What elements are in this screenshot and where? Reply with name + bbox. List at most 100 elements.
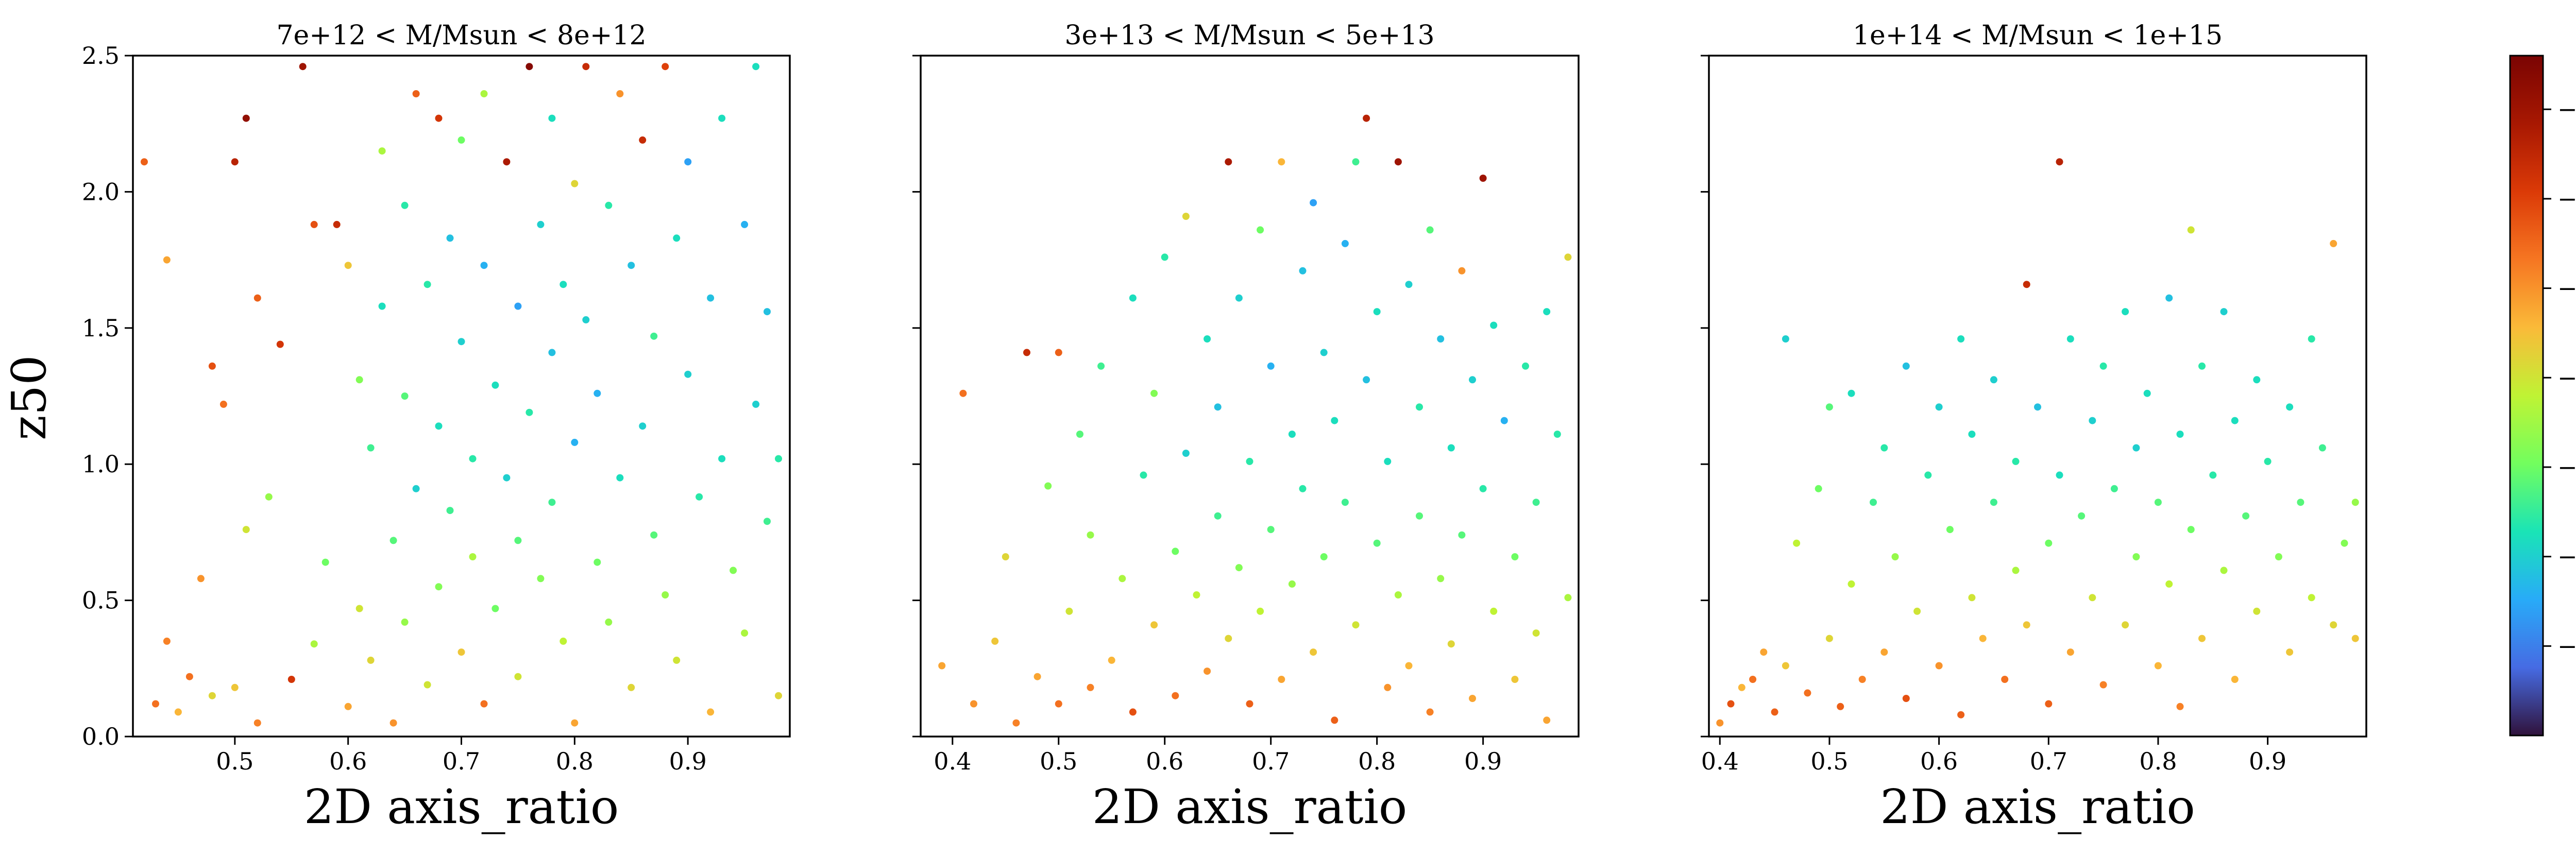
- data-point: [2165, 580, 2173, 588]
- x-tick-label: 0.7: [443, 747, 480, 775]
- data-point: [1522, 362, 1529, 370]
- data-point: [2231, 676, 2239, 683]
- data-point: [1479, 175, 1487, 182]
- data-point: [1479, 485, 1487, 492]
- x-axis-label: 2D axis_ratio: [1092, 779, 1408, 834]
- data-point: [310, 220, 318, 228]
- data-point: [1490, 321, 1498, 329]
- x-tick-label: 0.7: [2030, 747, 2067, 775]
- data-point: [1161, 253, 1168, 261]
- data-point: [1193, 591, 1200, 598]
- data-point: [2012, 457, 2020, 465]
- colorbar-tick-label: −12.5: [2557, 632, 2576, 660]
- data-point: [492, 381, 499, 389]
- data-point: [2275, 553, 2282, 560]
- data-point: [707, 294, 715, 302]
- data-point: [1257, 226, 1264, 234]
- x-tick-label: 0.8: [1358, 747, 1396, 775]
- data-point: [1087, 531, 1094, 539]
- x-tick-label: 0.5: [216, 747, 253, 775]
- data-point: [1118, 575, 1126, 583]
- data-point: [673, 234, 681, 242]
- data-point: [1447, 640, 1455, 648]
- data-point: [197, 575, 205, 583]
- y-tick-label: 1.0: [82, 450, 120, 478]
- data-point: [2341, 539, 2348, 547]
- data-point: [469, 553, 477, 560]
- data-point: [2132, 553, 2140, 560]
- data-point: [548, 499, 556, 506]
- axes-frame: [1708, 55, 2367, 738]
- colorbar-tick-label: −12.0: [2557, 543, 2576, 571]
- x-tick-label: 0.9: [1464, 747, 1502, 775]
- colorbar: −12.5−12.0−11.5−11.0−10.5−10.0−9.5log 2D…: [2509, 55, 2576, 737]
- data-point: [548, 114, 556, 122]
- data-point: [1825, 635, 1833, 642]
- data-point: [1490, 607, 1498, 615]
- data-point: [163, 637, 171, 645]
- data-point: [1150, 389, 1158, 397]
- data-point: [741, 629, 749, 637]
- data-point: [764, 518, 771, 525]
- x-tick-label: 0.5: [1810, 747, 1848, 775]
- data-point: [2351, 635, 2359, 642]
- axes-frame: [132, 55, 791, 738]
- scatter-points: [938, 114, 1572, 727]
- data-point: [2351, 499, 2359, 506]
- data-point: [662, 63, 669, 71]
- data-point: [1848, 580, 1855, 588]
- data-point: [1804, 689, 1811, 697]
- data-point: [344, 262, 352, 269]
- y-tick-label: 0.0: [82, 723, 120, 750]
- data-point: [1749, 676, 1757, 683]
- data-point: [1394, 591, 1402, 598]
- data-point: [1469, 376, 1476, 384]
- data-point: [1278, 158, 1285, 166]
- colorbar-tick-label: −11.0: [2557, 364, 2576, 391]
- data-point: [1299, 267, 1307, 275]
- data-point: [571, 438, 579, 446]
- data-point: [321, 558, 329, 566]
- data-point: [367, 444, 375, 452]
- data-point: [1182, 213, 1190, 220]
- data-point: [2122, 308, 2129, 316]
- data-point: [231, 683, 239, 691]
- data-point: [1310, 199, 1317, 207]
- data-point: [616, 90, 624, 97]
- data-point: [287, 676, 295, 683]
- data-point: [1437, 575, 1445, 583]
- data-point: [1458, 531, 1466, 539]
- data-point: [1182, 450, 1190, 457]
- data-point: [1065, 607, 1073, 615]
- data-point: [457, 136, 465, 144]
- data-point: [1979, 635, 1987, 642]
- data-point: [1214, 512, 1222, 520]
- data-point: [2198, 635, 2206, 642]
- data-point: [2165, 294, 2173, 302]
- data-point: [1267, 526, 1275, 534]
- x-tick-label: 0.9: [669, 747, 707, 775]
- data-point: [2187, 226, 2195, 234]
- data-point: [730, 567, 737, 574]
- data-point: [1416, 403, 1423, 411]
- data-point: [503, 474, 511, 482]
- data-point: [1782, 662, 1789, 670]
- data-point: [367, 656, 375, 664]
- data-point: [480, 262, 488, 269]
- data-point: [718, 114, 726, 122]
- data-point: [1288, 580, 1296, 588]
- data-point: [1278, 676, 1285, 683]
- panel-title: 3e+13 < M/Msun < 5e+13: [1064, 20, 1434, 51]
- data-point: [1172, 548, 1179, 555]
- data-point: [1225, 635, 1232, 642]
- data-point: [2220, 308, 2228, 316]
- data-point: [628, 262, 635, 269]
- data-point: [673, 656, 681, 664]
- data-point: [401, 201, 409, 209]
- data-point: [1902, 362, 1910, 370]
- data-point: [1108, 656, 1115, 664]
- data-point: [1957, 335, 1965, 343]
- data-point: [1870, 499, 1877, 506]
- data-point: [639, 422, 647, 430]
- data-point: [2286, 648, 2294, 656]
